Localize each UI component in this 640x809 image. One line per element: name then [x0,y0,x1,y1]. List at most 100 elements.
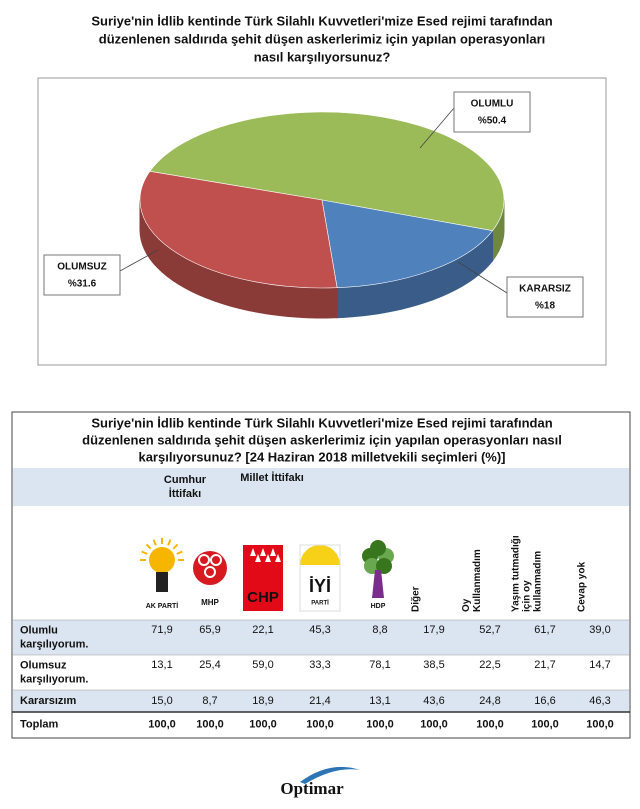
table-cell: 43,6 [423,695,444,707]
logo-shape [372,570,384,598]
row-label: Toplam [20,718,59,730]
table-cell: 100,0 [196,718,224,730]
header-band [13,468,629,506]
table-cell: 21,4 [309,695,330,707]
logo-shape [145,543,152,550]
pie-slice [149,111,505,232]
chart-title: düzenlenen saldırıda şehit düşen askerle… [99,31,546,46]
slice-value-label: %18 [535,301,555,312]
logo-shape [176,550,183,555]
column-header: Diğer [411,586,422,612]
column-header: için oy [522,580,533,612]
logo-shape [141,550,148,555]
slice-label: OLUMSUZ [57,262,106,273]
party-logo-text: İYİ [309,576,331,596]
row-label: Olumlu [20,624,58,636]
table-cell: 15,0 [151,695,172,707]
table-cell: 46,3 [589,695,610,707]
table-cell: 100,0 [476,718,504,730]
slice-label: KARARSIZ [519,284,571,295]
table-cell: 8,7 [202,695,217,707]
party-logo-text: CHP [247,589,279,606]
leader-line [457,261,508,294]
table-cell: 100,0 [249,718,277,730]
label-box [453,91,531,133]
logo-shape [167,539,172,546]
table-cell: 21,7 [534,659,555,671]
table-cell: 13,1 [369,695,390,707]
party-logo-text: HDP [371,603,386,610]
logo-shape [270,548,276,556]
column-header: Kullanmadım [472,549,483,612]
chart-title: nasıl karşılıyorsunuz? [254,49,391,64]
logo-shape [275,554,281,562]
table-cell: 100,0 [420,718,448,730]
table-title: karşılıyorsunuz? [24 Haziran 2018 millet… [138,449,505,464]
table-cell: 33,3 [309,659,330,671]
table-cell: 59,0 [252,659,273,671]
group-label: İttifakı [169,487,201,500]
group-label: Millet İttifakı [240,471,304,484]
table-row [13,655,629,690]
table-title: düzenlenen saldırıda şehit düşen askerle… [82,432,562,447]
party-logos [140,538,394,612]
table-cell: 38,5 [423,659,444,671]
table-cell: 25,4 [199,659,220,671]
table-cell: 17,9 [423,624,444,636]
footer-logo: Optimar [280,779,344,798]
row-label: Olumsuz [20,659,67,671]
logo-shape [210,554,222,566]
logo-shape [172,543,179,550]
logo-shape [299,544,341,612]
logo-shape [370,540,386,556]
table-cell: 52,7 [479,624,500,636]
chart-title: Suriye'nin İdlib kentinde Türk Silahlı K… [91,13,552,28]
logo-shape [300,545,340,565]
logo-shape [204,566,216,578]
pie-slice [321,199,494,289]
column-header: Oy [461,598,472,612]
leader-line [119,249,159,272]
table-cell: 18,9 [252,695,273,707]
table-cell: 78,1 [369,659,390,671]
table-row [13,690,629,712]
logo-shape [156,572,168,592]
logo-shape [260,548,266,556]
table-cell: 45,3 [309,624,330,636]
party-logo-text: MHP [201,598,219,607]
table-cell: 14,7 [589,659,610,671]
table-row [13,620,629,655]
column-header: Cevap yok [577,562,588,612]
label-box [43,254,121,296]
slice-value-label: %50.4 [478,116,507,127]
logo-shape [250,548,256,556]
table-cell: 8,8 [372,624,387,636]
logo-shape [149,547,175,573]
leader-line [419,107,455,149]
party-logo-text: AK PARTİ [146,602,179,610]
logo-shape [152,539,157,546]
table-cell: 100,0 [366,718,394,730]
table-cell: 65,9 [199,624,220,636]
pie [139,111,505,319]
table-cell: 16,6 [534,695,555,707]
table-cell: 22,5 [479,659,500,671]
pie-slice [139,171,338,289]
table-cell: 71,9 [151,624,172,636]
table-row [13,712,629,737]
table-cell: 100,0 [586,718,614,730]
row-label: karşılıyorum. [20,638,88,650]
table-cell: 22,1 [252,624,273,636]
label-box [506,276,584,318]
table-cell: 100,0 [148,718,176,730]
slice-value-label: %31.6 [68,279,97,290]
table-title: Suriye'nin İdlib kentinde Türk Silahlı K… [91,415,552,430]
table-cell: 100,0 [306,718,334,730]
table-cell: 24,8 [479,695,500,707]
column-header: kullanmadım [533,551,544,612]
slice-label: OLUMLU [471,99,514,110]
column-header: Yaşım tutmadığı [511,535,522,612]
table-cell: 13,1 [151,659,172,671]
table-cell: 61,7 [534,624,555,636]
